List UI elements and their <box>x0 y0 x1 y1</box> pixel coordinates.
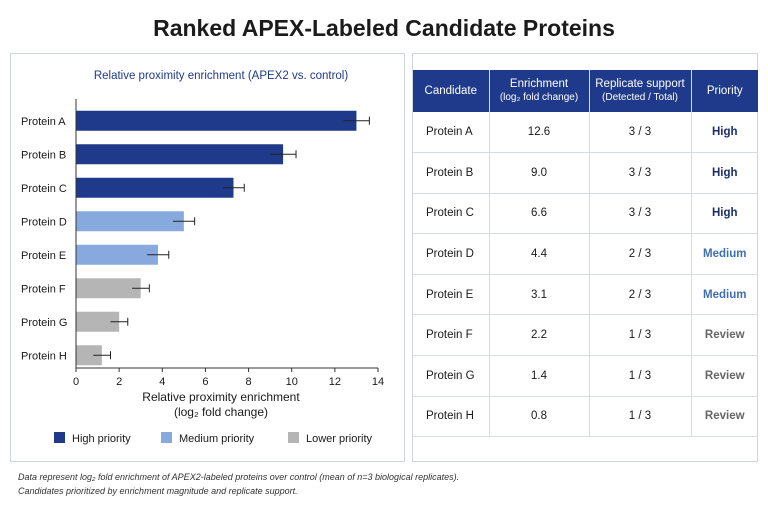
cell-enrichment: 2.2 <box>489 314 590 357</box>
legend-swatch <box>54 432 65 443</box>
cell-enrichment: 9.0 <box>489 152 590 194</box>
category-label: Protein B <box>21 149 66 161</box>
table-row: Protein C 6.6 3 / 3 High <box>413 193 758 235</box>
legend-label: Lower priority <box>306 433 373 445</box>
x-tick-label: 2 <box>116 376 122 388</box>
x-axis-unit-label: (log₂ fold change) <box>174 405 268 419</box>
header-support-unit: (Detected / Total) <box>602 92 678 103</box>
category-label: Protein G <box>21 317 67 329</box>
cell-enrichment: 1.4 <box>489 355 590 397</box>
cell-enrichment: 0.8 <box>489 396 590 438</box>
x-tick-label: 12 <box>329 376 341 388</box>
cell-enrichment: 6.6 <box>489 193 590 235</box>
cell-enrichment: 4.4 <box>489 233 590 275</box>
x-tick-label: 6 <box>202 376 208 388</box>
cell-support: 2 / 3 <box>589 274 692 316</box>
enrichment-chart-panel: Relative proximity enrichment (APEX2 vs.… <box>10 53 405 462</box>
candidate-table-panel: Candidate Enrichment (log₂ fold change) R… <box>412 53 758 462</box>
table-row: Protein E 3.1 2 / 3 Medium <box>413 274 758 316</box>
category-label: Protein D <box>21 216 67 228</box>
header-enrichment-unit: (log₂ fold change) <box>499 92 579 103</box>
x-tick-label: 8 <box>246 376 252 388</box>
table-row: Protein G 1.4 1 / 3 Review <box>413 355 758 397</box>
cell-priority: Review <box>691 396 758 438</box>
cell-candidate: Protein A <box>413 112 490 154</box>
x-tick-label: 10 <box>286 376 298 388</box>
cell-candidate: Protein B <box>413 152 490 194</box>
bar <box>76 311 120 332</box>
cell-priority: Review <box>691 314 758 357</box>
legend-swatch <box>161 432 172 443</box>
cell-enrichment: 12.6 <box>489 112 590 154</box>
header-replicate-support: Replicate support (Detected / Total) <box>589 70 692 112</box>
table-row: Protein A 12.6 3 / 3 High <box>413 112 758 154</box>
bar <box>76 177 234 198</box>
cell-enrichment: 3.1 <box>489 274 590 316</box>
table-row: Protein B 9.0 3 / 3 High <box>413 152 758 194</box>
header-priority: Priority <box>691 70 758 112</box>
bar <box>76 110 357 131</box>
cell-support: 2 / 3 <box>589 233 692 275</box>
x-tick-label: 14 <box>372 376 384 388</box>
cell-candidate: Protein G <box>413 355 490 397</box>
x-tick-label: 4 <box>159 376 165 388</box>
footnote-prioritization: Candidates prioritized by enrichment mag… <box>18 486 298 496</box>
bar <box>76 278 141 299</box>
cell-support: 3 / 3 <box>589 112 692 154</box>
table-row: Protein H 0.8 1 / 3 Review <box>413 396 758 438</box>
category-label: Protein C <box>21 183 67 195</box>
cell-candidate: Protein C <box>413 193 490 235</box>
category-label: Protein H <box>21 350 67 362</box>
bar <box>76 144 284 165</box>
x-axis-label: Relative proximity enrichment <box>142 390 300 404</box>
category-label: Protein F <box>21 283 66 295</box>
cell-candidate: Protein E <box>413 274 490 316</box>
footnote-data-description: Data represent log₂ fold enrichment of A… <box>18 472 460 482</box>
legend-label: High priority <box>72 433 131 445</box>
bar <box>76 211 184 232</box>
cell-candidate: Protein D <box>413 233 490 275</box>
candidate-table: Candidate Enrichment (log₂ fold change) R… <box>413 70 758 438</box>
cell-priority: High <box>691 112 758 154</box>
bar <box>76 345 102 366</box>
header-candidate: Candidate <box>413 70 490 112</box>
legend-label: Medium priority <box>179 433 255 445</box>
cell-support: 1 / 3 <box>589 355 692 397</box>
cell-candidate: Protein F <box>413 314 490 357</box>
chart-title: Relative proximity enrichment (APEX2 vs.… <box>94 70 349 82</box>
cell-priority: Medium <box>691 274 758 316</box>
bar <box>76 244 158 265</box>
cell-support: 1 / 3 <box>589 396 692 438</box>
header-enrichment: Enrichment (log₂ fold change) <box>489 70 590 112</box>
cell-candidate: Protein H <box>413 396 490 438</box>
x-tick-label: 0 <box>73 376 79 388</box>
legend-swatch <box>288 432 299 443</box>
cell-priority: Medium <box>691 233 758 275</box>
enrichment-bar-chart: Relative proximity enrichment (APEX2 vs.… <box>21 70 384 445</box>
table-row: Protein F 2.2 1 / 3 Review <box>413 314 758 357</box>
cell-priority: High <box>691 193 758 235</box>
cell-support: 1 / 3 <box>589 314 692 357</box>
category-label: Protein A <box>21 116 66 128</box>
category-label: Protein E <box>21 250 66 262</box>
cell-support: 3 / 3 <box>589 152 692 194</box>
cell-priority: Review <box>691 355 758 397</box>
cell-support: 3 / 3 <box>589 193 692 235</box>
table-header-row: Candidate Enrichment (log₂ fold change) R… <box>413 70 758 112</box>
cell-priority: High <box>691 152 758 194</box>
page-title: Ranked APEX-Labeled Candidate Proteins <box>153 15 615 41</box>
table-row: Protein D 4.4 2 / 3 Medium <box>413 233 758 275</box>
